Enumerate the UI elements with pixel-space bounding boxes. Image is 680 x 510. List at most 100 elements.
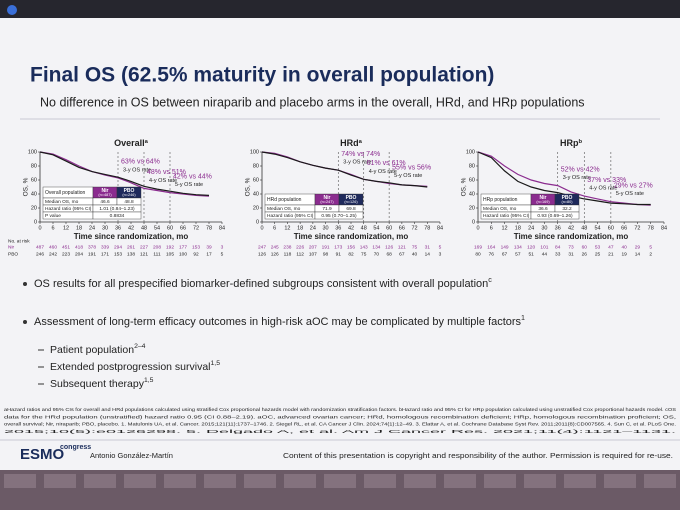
- x-tick-label: 60: [386, 225, 392, 231]
- bullet: [23, 320, 27, 324]
- at-risk-count: 82: [348, 251, 354, 257]
- floor-tile: [324, 474, 356, 488]
- table-cell: 0.93 (0.69–1.26): [537, 213, 573, 219]
- footnote: 2015;10(5):e0126298. 5. Delgado A, et al…: [4, 429, 676, 434]
- rate-annotation: 29% vs 27%: [614, 183, 653, 190]
- table-header: Nir: [540, 195, 547, 201]
- at-risk-count: 126: [258, 251, 266, 257]
- at-risk-count: 192: [166, 244, 174, 250]
- floor-tile: [524, 474, 556, 488]
- x-tick-label: 54: [154, 225, 160, 231]
- at-risk-count: 92: [193, 251, 199, 257]
- x-axis-label: Time since randomization, mo: [294, 232, 409, 241]
- at-risk-count: 242: [49, 251, 57, 257]
- rate-annotation: 48% vs 51%: [147, 169, 186, 176]
- at-risk-count: 143: [360, 244, 368, 250]
- table-header: HRp population: [483, 197, 518, 203]
- at-risk-count: 31: [425, 244, 431, 250]
- at-risk-count: 68: [386, 251, 392, 257]
- text-run: OS results for all prespecified biomarke…: [34, 278, 488, 290]
- floor-tile: [164, 474, 196, 488]
- at-risk-count: 21: [608, 251, 614, 257]
- at-risk-count: 73: [568, 244, 574, 250]
- at-risk-count: 245: [271, 244, 279, 250]
- at-risk-count: 169: [474, 244, 482, 250]
- panel-title: Overalla: [114, 138, 149, 148]
- table-cell: 36.6: [538, 206, 548, 212]
- x-tick-label: 72: [634, 225, 640, 231]
- x-tick-label: 72: [193, 225, 199, 231]
- at-risk-count: 5: [649, 244, 652, 250]
- text-run: Assessment of long-term efficacy outcome…: [34, 316, 522, 328]
- sub-bullet-text: Patient population2–4: [50, 343, 146, 355]
- at-risk-count: 91: [336, 251, 342, 257]
- floor-tile: [44, 474, 76, 488]
- y-tick-label: 60: [31, 177, 37, 183]
- y-tick-label: 40: [253, 191, 259, 197]
- table-cell: 32.2: [562, 206, 572, 212]
- x-tick-label: 78: [206, 225, 212, 231]
- floor-tile: [604, 474, 636, 488]
- at-risk-count: 112: [296, 251, 304, 257]
- table-header-n: (n=80): [561, 200, 573, 204]
- at-risk-count: 138: [127, 251, 135, 257]
- table-header-n: (n=126): [344, 200, 358, 204]
- table-cell: Median OS, mo: [267, 206, 301, 212]
- y-tick-label: 60: [469, 177, 475, 183]
- title: Final OS (62.5% maturity in overall popu…: [30, 64, 494, 87]
- y-axis-label: OS, %: [245, 177, 252, 196]
- y-tick-label: 100: [466, 149, 475, 155]
- at-risk-count: 208: [153, 244, 161, 250]
- at-risk-count: 75: [361, 251, 367, 257]
- light: [7, 5, 17, 15]
- x-tick-label: 42: [348, 225, 354, 231]
- x-tick-label: 84: [437, 225, 443, 231]
- x-tick-label: 42: [128, 225, 134, 231]
- y-tick-label: 40: [31, 191, 37, 197]
- y-tick-label: 80: [469, 163, 475, 169]
- floor-tile: [564, 474, 596, 488]
- x-tick-label: 42: [568, 225, 574, 231]
- table-cell: [314, 211, 364, 220]
- x-tick-label: 36: [555, 225, 561, 231]
- x-tick-label: 48: [581, 225, 587, 231]
- table-header: HRd population: [267, 197, 302, 203]
- x-tick-label: 30: [323, 225, 329, 231]
- at-risk-count: 98: [323, 251, 329, 257]
- text-run: Extended postprogression survival: [50, 361, 211, 373]
- at-risk-count: 70: [374, 251, 380, 257]
- text-run: HRp: [560, 138, 579, 148]
- x-tick-label: 6: [51, 225, 54, 231]
- x-tick-label: 24: [528, 225, 534, 231]
- at-risk-count: 76: [489, 251, 495, 257]
- panel-title: HRda: [340, 138, 363, 148]
- at-risk-count: 5: [221, 251, 224, 257]
- text-run: Subsequent therapy: [50, 378, 145, 390]
- at-risk-count: 156: [347, 244, 355, 250]
- at-risk-count: 149: [501, 244, 509, 250]
- at-risk-count: 33: [555, 251, 561, 257]
- footnote: data for the HRd population (unstratifie…: [4, 414, 676, 419]
- table-cell: 1.01 (0.84–1.23): [99, 206, 135, 212]
- subtitle: No difference in OS between niraparib an…: [40, 95, 585, 109]
- floor-tile: [364, 474, 396, 488]
- at-risk-count: 487: [36, 244, 44, 250]
- x-tick-label: 48: [141, 225, 147, 231]
- at-risk-count: 238: [283, 244, 291, 250]
- y-tick-label: 80: [31, 163, 37, 169]
- floor-tile: [444, 474, 476, 488]
- rate-label: 4-y OS rate: [369, 169, 397, 175]
- at-risk-count: 39: [206, 244, 212, 250]
- table-header: PBO: [124, 188, 135, 194]
- at-risk-count: 153: [192, 244, 200, 250]
- logo: ESMO: [20, 446, 65, 463]
- x-tick-label: 54: [595, 225, 601, 231]
- floor-tile: [484, 474, 516, 488]
- at-risk-count: 126: [271, 251, 279, 257]
- at-risk-count: 204: [75, 251, 83, 257]
- floor-tile: [204, 474, 236, 488]
- at-risk-count: 101: [540, 244, 548, 250]
- x-tick-label: 84: [219, 225, 225, 231]
- at-risk-count: 134: [372, 244, 380, 250]
